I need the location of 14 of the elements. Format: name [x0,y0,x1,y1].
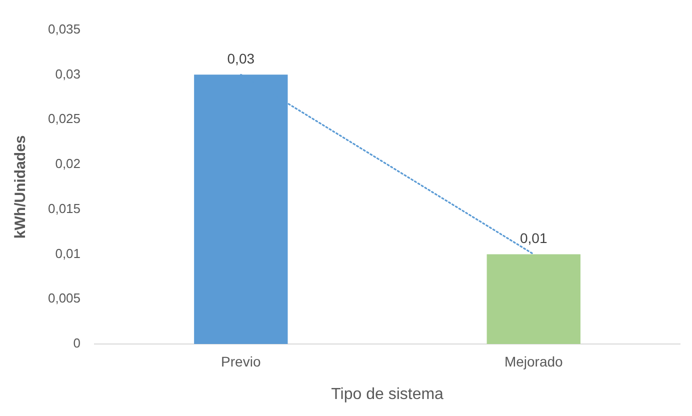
y-tick-label: 0,02 [55,156,81,172]
y-tick-label: 0,03 [55,66,81,82]
x-tick-label: Previo [221,353,261,370]
y-tick-label: 0,035 [48,21,81,36]
y-tick-label: 0 [73,336,81,351]
y-axis-title: kWh/Unidades [12,135,30,239]
x-tick-label: Mejorado [504,353,564,370]
data-label: 0,01 [520,230,548,246]
data-label: 0,03 [227,50,255,67]
x-axis-title: Tipo de sistema [331,386,444,403]
y-tick-label: 0,025 [48,111,81,126]
y-tick-label: 0,01 [55,246,81,261]
y-tick-label: 0,005 [48,290,81,306]
y-tick-label: 0,015 [48,200,81,216]
